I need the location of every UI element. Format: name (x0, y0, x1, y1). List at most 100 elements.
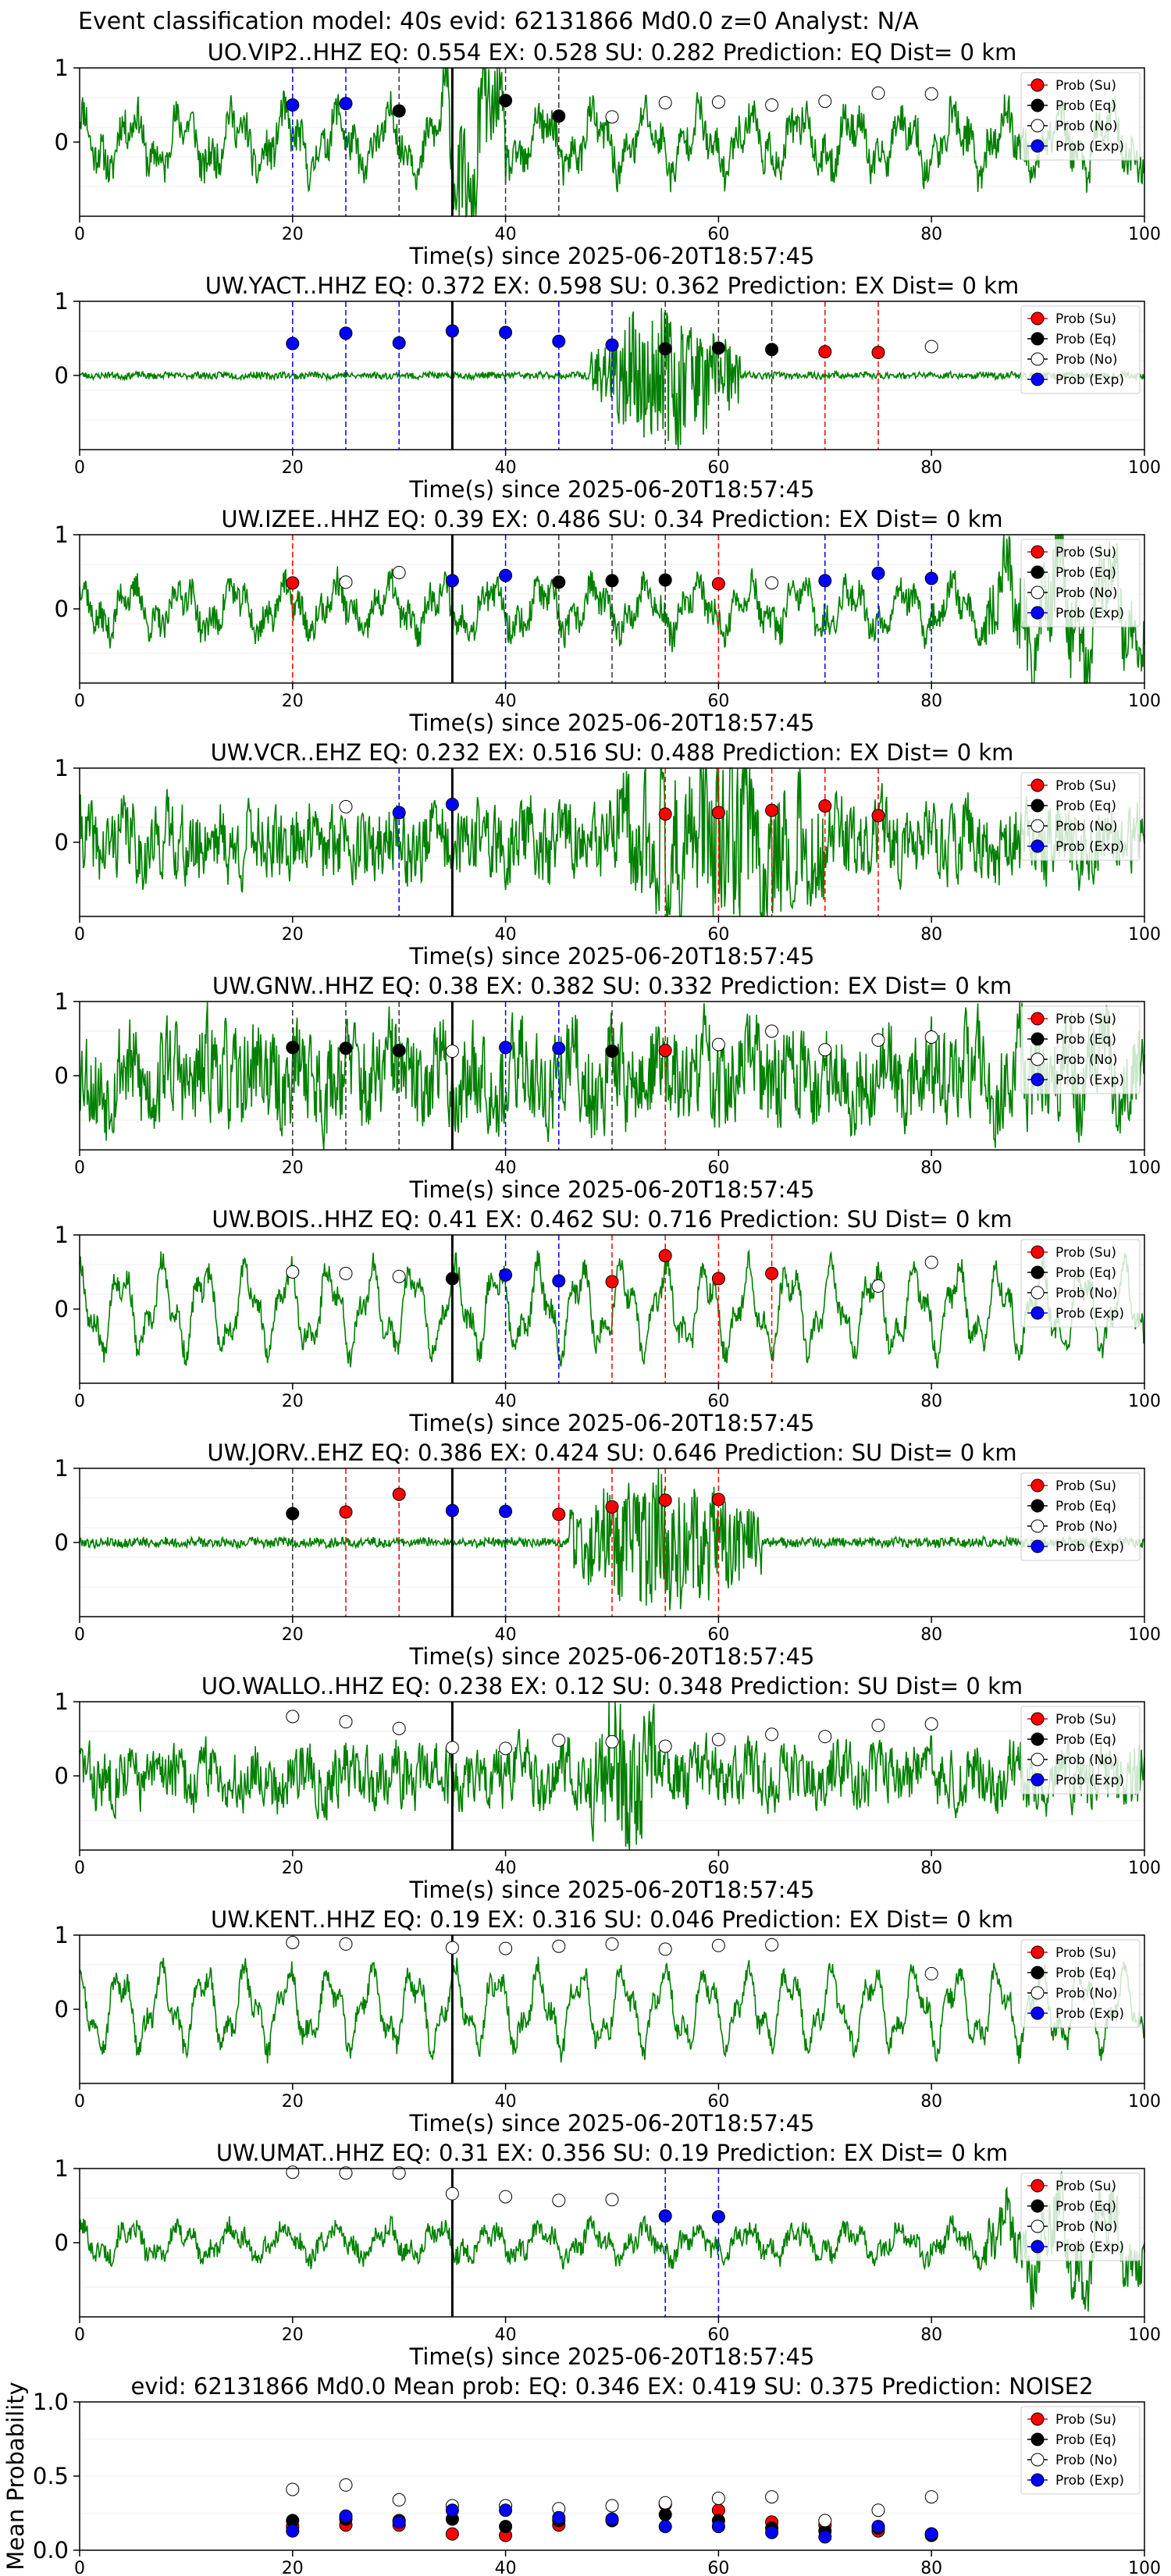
x-tick-label: 0 (74, 925, 85, 945)
prob-point-exp (392, 336, 406, 350)
axes-frame (79, 2401, 1145, 2551)
prob-point-no (605, 110, 619, 124)
prob-point-no (711, 95, 725, 109)
prob-point-no (339, 1937, 353, 1951)
prob-point-no (392, 1269, 406, 1283)
legend-marker (1030, 311, 1045, 326)
mean-point-eq (499, 2520, 513, 2534)
y-tick-label: 1 (55, 1688, 69, 1715)
prob-point-exp (658, 2209, 672, 2223)
legend-label: Prob (Su) (1055, 1012, 1116, 1027)
legend-marker (1030, 585, 1045, 600)
legend-label: Prob (No) (1055, 1052, 1118, 1068)
panel-10: UW.UMAT..HHZ EQ: 0.31 EX: 0.356 SU: 0.19… (55, 2140, 1161, 2370)
panel-title: evid: 62131866 Md0.0 Mean prob: EQ: 0.34… (130, 2373, 1093, 2400)
x-tick-label: 0 (74, 1158, 85, 1178)
y-tick-label: 0 (55, 129, 69, 155)
prob-point-no (499, 1941, 513, 1955)
legend-label: Prob (No) (1055, 1519, 1118, 1535)
x-tick-label: 40 (495, 2092, 517, 2112)
legend-marker (1030, 1945, 1045, 1959)
prob-point-eq (605, 1044, 619, 1059)
mean-point-exp (711, 2520, 725, 2534)
x-tick-label: 20 (282, 2092, 304, 2112)
x-tick-label: 0 (74, 2092, 85, 2112)
prob-point-exp (711, 2210, 725, 2224)
x-tick-label: 100 (1128, 2092, 1161, 2112)
x-tick-label: 20 (282, 1859, 304, 1878)
panel-11: evid: 62131866 Md0.0 Mean prob: EQ: 0.34… (2, 2373, 1161, 2576)
legend-label: Prob (Exp) (1055, 1073, 1124, 1088)
x-tick-label: 60 (707, 1859, 729, 1878)
x-axis-label: Time(s) since 2025-06-20T18:57:45 (409, 710, 815, 736)
legend-marker (1030, 545, 1045, 559)
prob-point-eq (552, 575, 566, 589)
prob-point-su (765, 1266, 779, 1280)
prob-point-exp (924, 571, 938, 585)
panel-4: UW.VCR..EHZ EQ: 0.232 EX: 0.516 SU: 0.48… (55, 739, 1161, 970)
x-tick-label: 80 (920, 1625, 942, 1645)
prob-point-no (711, 1732, 725, 1746)
mean-point-exp (286, 2524, 300, 2538)
waveform-trace (79, 67, 1145, 219)
prob-point-su (818, 345, 832, 359)
prob-point-eq (552, 109, 566, 123)
x-tick-label: 60 (707, 458, 729, 478)
y-tick-label: 1 (55, 55, 69, 81)
x-axis-label: Time(s) since 2025-06-20T18:57:45 (409, 1877, 815, 1903)
legend-label: Prob (No) (1055, 1986, 1118, 2001)
prob-point-no (339, 1715, 353, 1729)
axes-frame (79, 1001, 1145, 1151)
prob-point-no (339, 2166, 353, 2180)
legend-marker (1030, 1306, 1045, 1320)
prob-point-su (711, 1493, 725, 1507)
plot-area (80, 1935, 1144, 2083)
y-tick-label: 1 (55, 1455, 69, 1482)
legend-label: Prob (Exp) (1055, 839, 1124, 855)
x-tick-label: 20 (282, 458, 304, 478)
prob-point-no (605, 1937, 619, 1951)
mean-point-no (658, 2496, 672, 2510)
x-tick-label: 40 (495, 2559, 517, 2576)
axes-frame (79, 301, 1145, 450)
x-tick-label: 100 (1128, 1625, 1161, 1645)
x-tick-label: 40 (495, 2325, 517, 2345)
legend-marker (1030, 352, 1045, 366)
mean-point-exp (445, 2503, 459, 2517)
panel-1: UO.VIP2..HHZ EQ: 0.554 EX: 0.528 SU: 0.2… (55, 39, 1161, 269)
panel-2: UW.YACT..HHZ EQ: 0.372 EX: 0.598 SU: 0.3… (55, 272, 1161, 503)
legend-marker (1030, 778, 1045, 792)
y-tick-label: 0 (55, 596, 69, 622)
prob-point-no (552, 1939, 566, 1953)
panel-title: UW.BOIS..HHZ EQ: 0.41 EX: 0.462 SU: 0.71… (212, 1206, 1012, 1233)
mean-point-no (605, 2499, 619, 2513)
legend-box (1020, 772, 1141, 861)
legend-label: Prob (No) (1055, 819, 1118, 834)
mean-point-no (818, 2514, 832, 2528)
prob-point-no (286, 2165, 300, 2179)
panel-6: UW.BOIS..HHZ EQ: 0.41 EX: 0.462 SU: 0.71… (55, 1206, 1161, 1436)
prob-point-no (658, 1739, 672, 1753)
prob-point-exp (445, 574, 459, 588)
legend-label: Prob (Eq) (1055, 98, 1116, 114)
y-tick-label: 0 (55, 1996, 69, 2023)
axes-frame (79, 1934, 1145, 2084)
legend-marker (1030, 1265, 1045, 1279)
legend-label: Prob (Su) (1055, 1245, 1116, 1261)
legend-label: Prob (Exp) (1055, 1773, 1124, 1788)
legend-box (1020, 2172, 1141, 2261)
legend-marker (1030, 2432, 1045, 2446)
panel-7: UW.JORV..EHZ EQ: 0.386 EX: 0.424 SU: 0.6… (55, 1439, 1161, 1670)
axes-frame (79, 2168, 1145, 2318)
axes-frame (79, 67, 1145, 217)
legend-label: Prob (No) (1055, 585, 1118, 601)
mean-point-exp (339, 2509, 353, 2523)
mean-point-exp (871, 2520, 885, 2534)
legend-marker (1030, 799, 1045, 813)
x-tick-label: 100 (1128, 692, 1161, 711)
x-tick-label: 40 (495, 1625, 517, 1645)
panel-title: UW.KENT..HHZ EQ: 0.19 EX: 0.316 SU: 0.04… (211, 1906, 1013, 1933)
legend-box (1020, 1005, 1141, 1094)
legend-label: Prob (Eq) (1055, 332, 1116, 347)
x-axis-label: Time(s) since 2025-06-20T18:57:45 (409, 476, 815, 503)
